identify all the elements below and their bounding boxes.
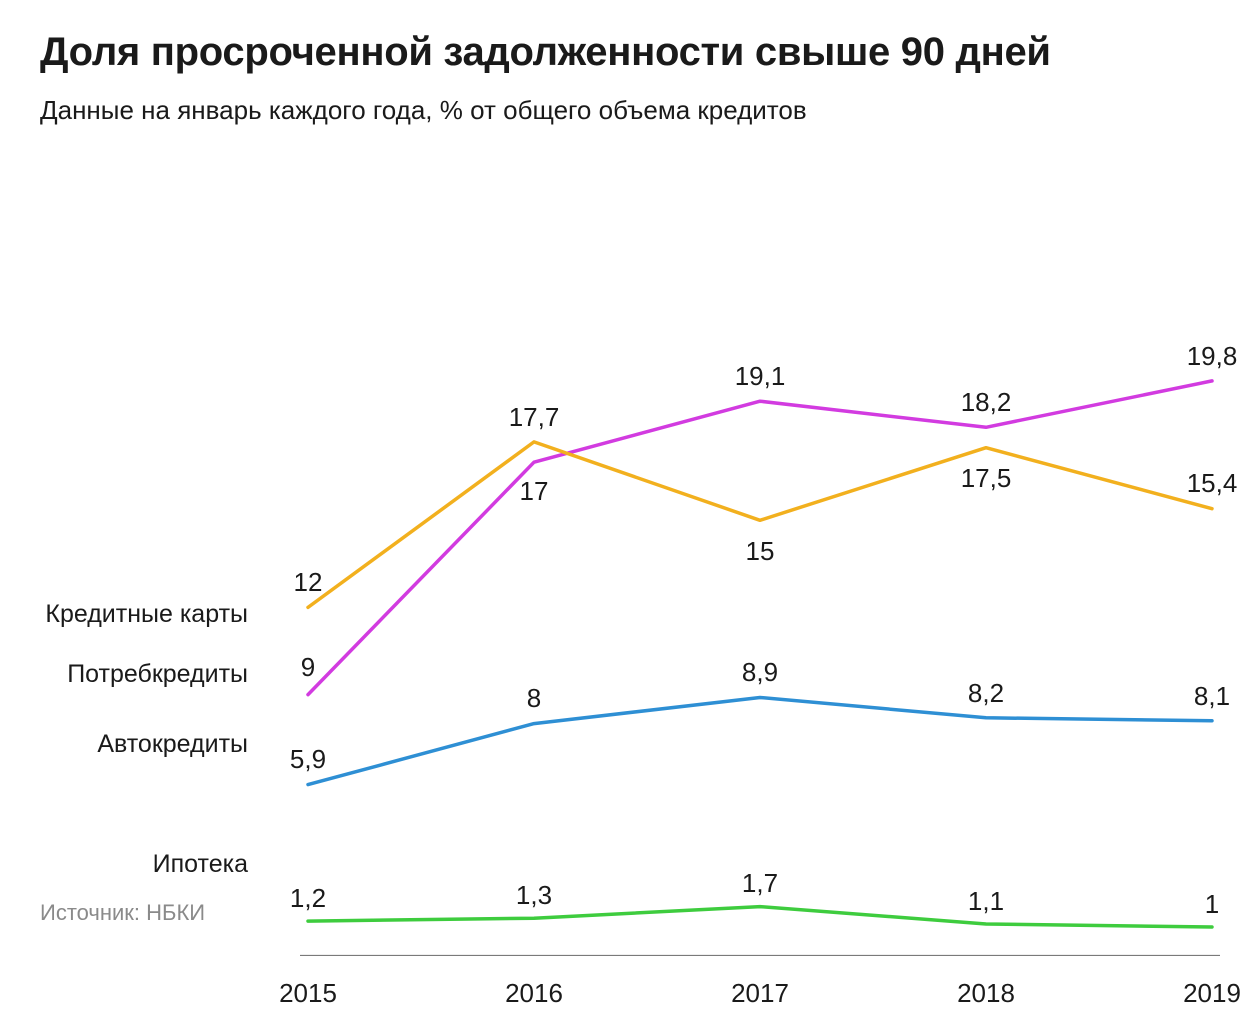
data-label: 19,1	[735, 361, 786, 392]
legend-label: Автокредиты	[6, 730, 248, 759]
data-label: 15,4	[1187, 468, 1238, 499]
x-axis-label: 2017	[731, 978, 789, 1009]
x-axis-label: 2018	[957, 978, 1015, 1009]
data-label: 8	[527, 683, 541, 714]
chart-title: Доля просроченной задолженности свыше 90…	[40, 28, 1201, 77]
data-label: 15	[746, 536, 775, 567]
x-axis-label: 2016	[505, 978, 563, 1009]
data-label: 17,7	[509, 402, 560, 433]
data-label: 8,2	[968, 678, 1004, 709]
data-label: 8,9	[742, 657, 778, 688]
x-axis-label: 2019	[1183, 978, 1241, 1009]
chart-plot: 91719,118,219,81217,71517,515,45,988,98,…	[300, 346, 1220, 956]
x-axis-label: 2015	[279, 978, 337, 1009]
legend-label: Кредитные карты	[6, 600, 248, 629]
data-label: 1,7	[742, 868, 778, 899]
data-label: 8,1	[1194, 681, 1230, 712]
data-label: 9	[301, 652, 315, 683]
data-label: 5,9	[290, 744, 326, 775]
data-label: 1,3	[516, 880, 552, 911]
legend-label: Ипотека	[6, 850, 248, 879]
data-label: 18,2	[961, 387, 1012, 418]
figure-root: Доля просроченной задолженности свыше 90…	[0, 0, 1241, 940]
data-label: 17	[520, 476, 549, 507]
chart-svg	[300, 346, 1220, 956]
data-label: 1,1	[968, 886, 1004, 917]
data-label: 17,5	[961, 463, 1012, 494]
data-label: 19,8	[1187, 341, 1238, 372]
data-label: 1	[1205, 889, 1219, 920]
legend-label: Потребкредиты	[6, 660, 248, 689]
data-label: 12	[294, 567, 323, 598]
data-label: 1,2	[290, 883, 326, 914]
chart-source: Источник: НБКИ	[40, 900, 205, 926]
chart-area: 91719,118,219,81217,71517,515,45,988,98,…	[40, 346, 1201, 1036]
chart-subtitle: Данные на январь каждого года, % от обще…	[40, 95, 1201, 126]
